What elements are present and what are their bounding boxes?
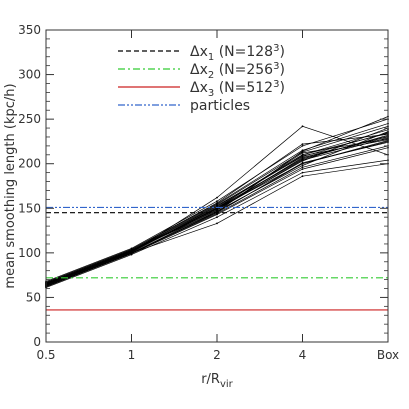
data-point bbox=[216, 202, 218, 204]
reference-lines bbox=[46, 206, 388, 311]
data-point bbox=[216, 213, 218, 216]
data-point bbox=[301, 171, 304, 174]
data-point bbox=[301, 162, 304, 165]
legend-text-part: Δx bbox=[190, 44, 208, 60]
legend-label-particles: particles bbox=[190, 98, 250, 114]
legend-label-dx3: Δx3 (N=5123) bbox=[190, 79, 285, 99]
y-tick-label: 100 bbox=[18, 246, 41, 260]
legend-text-part: 1 bbox=[208, 52, 214, 63]
legend-text-part: Δx bbox=[190, 80, 208, 96]
x-tick-label: 4 bbox=[299, 348, 307, 362]
data-curve bbox=[45, 118, 389, 282]
data-curve bbox=[45, 163, 389, 288]
x-tick-label: 2 bbox=[213, 348, 221, 362]
legend-text-part: (N=512 bbox=[214, 80, 273, 96]
data-point bbox=[301, 175, 304, 178]
legend-text-part: (N=128 bbox=[214, 44, 273, 60]
x-axis-label-main: r/R bbox=[201, 372, 220, 387]
legend-text-part: Δx bbox=[190, 62, 208, 78]
y-tick-label: 250 bbox=[18, 112, 41, 126]
data-point bbox=[301, 150, 304, 153]
y-tick-label: 300 bbox=[18, 68, 41, 82]
data-point bbox=[301, 166, 304, 169]
data-point bbox=[301, 143, 304, 146]
legend-text-part: 3 bbox=[273, 43, 279, 54]
data-point bbox=[216, 216, 218, 219]
data-point bbox=[216, 200, 218, 203]
data-point bbox=[301, 168, 304, 171]
legend: Δx1 (N=1283)Δx2 (N=2563)Δx3 (N=5123)part… bbox=[118, 43, 285, 114]
data-point bbox=[301, 125, 304, 128]
data-point bbox=[216, 209, 218, 212]
x-tick-label: 1 bbox=[128, 348, 136, 362]
axis-ticks: 0 50 100 150 200 250 300 350 0.5 1 2 4 Box bbox=[18, 23, 399, 362]
data-point bbox=[216, 222, 218, 225]
legend-text-part: 3 bbox=[208, 88, 214, 99]
data-point bbox=[130, 250, 133, 253]
legend-text-part: ) bbox=[279, 80, 284, 96]
x-axis-label: r/Rvir bbox=[201, 372, 233, 390]
legend-label-dx2: Δx2 (N=2563) bbox=[190, 61, 285, 81]
plot-lines bbox=[45, 115, 389, 289]
legend-text-part: 3 bbox=[273, 61, 279, 72]
legend-text-part: (N=256 bbox=[214, 62, 273, 78]
legend-text-part: ) bbox=[279, 44, 284, 60]
x-tick-label: 0.5 bbox=[36, 348, 55, 362]
legend-text-part: ) bbox=[279, 62, 284, 78]
y-tick-label: 50 bbox=[26, 290, 41, 304]
legend-text-part: 2 bbox=[208, 70, 214, 81]
data-point bbox=[301, 153, 304, 156]
x-axis-label-sub: vir bbox=[220, 379, 234, 390]
y-tick-label: 200 bbox=[18, 157, 41, 171]
y-tick-label: 0 bbox=[33, 335, 41, 349]
y-axis-label: mean smoothing length (kpc/h) bbox=[3, 83, 18, 288]
legend-text-part: particles bbox=[190, 98, 250, 114]
data-point bbox=[301, 157, 304, 160]
y-tick-label: 350 bbox=[18, 23, 41, 37]
x-tick-label: Box bbox=[377, 348, 399, 362]
legend-label-dx1: Δx1 (N=1283) bbox=[190, 43, 285, 63]
legend-text-part: 3 bbox=[273, 79, 279, 90]
data-point bbox=[216, 203, 218, 206]
data-point bbox=[301, 159, 304, 162]
data-point bbox=[301, 164, 304, 167]
data-point bbox=[216, 196, 218, 199]
data-point bbox=[130, 252, 133, 254]
data-point bbox=[301, 145, 304, 147]
y-tick-label: 150 bbox=[18, 201, 41, 215]
